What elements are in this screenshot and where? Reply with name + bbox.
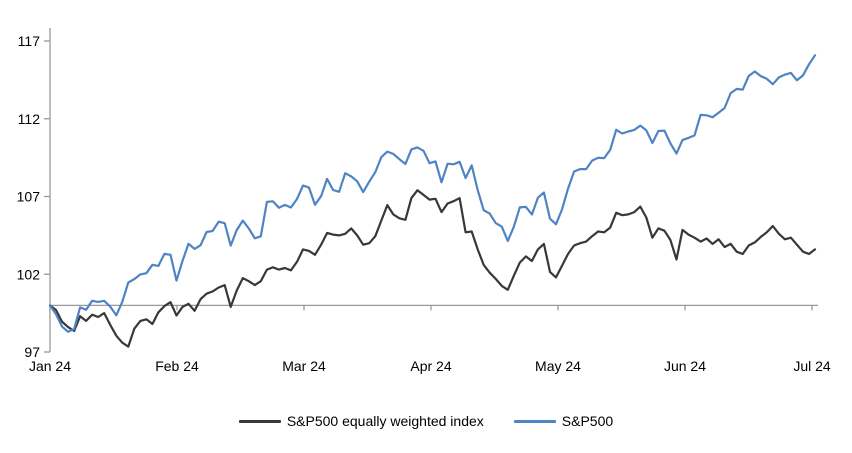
y-tick-label: 112: [18, 111, 41, 127]
legend: S&P500 equally weighted index S&P500: [0, 413, 852, 429]
equal-weight-series-line: [48, 189, 817, 348]
legend-label-equal-weight: S&P500 equally weighted index: [286, 413, 484, 429]
series-lines: [48, 54, 817, 348]
sp500-series-line: [48, 54, 817, 333]
x-tick-label: Jan 24: [29, 358, 71, 374]
sp500-line-swatch: [513, 419, 556, 423]
legend-item-equal-weight: S&P500 equally weighted index: [238, 413, 484, 429]
legend-label-sp500: S&P500: [561, 413, 614, 429]
y-tick-label: 102: [17, 266, 41, 282]
x-axis-baseline: Jan 24 Feb 24 Mar 24 Apr 24 May 24 Jun 24 Jul …: [29, 304, 831, 374]
y-axis: 97 102 107 112 117: [17, 28, 51, 360]
x-tick-label: Mar 24: [282, 358, 326, 374]
equal-weight-line-swatch: [238, 419, 281, 423]
y-tick-label: 107: [17, 189, 41, 205]
x-tick-label: May 24: [535, 358, 581, 374]
x-tick-label: Jul 24: [793, 358, 831, 374]
x-tick-label: Apr 24: [410, 358, 451, 374]
y-tick-label: 97: [24, 344, 40, 360]
x-tick-label: Jun 24: [664, 358, 706, 374]
x-tick-label: Feb 24: [155, 358, 199, 374]
y-tick-label: 117: [18, 33, 41, 49]
legend-item-sp500: S&P500: [513, 413, 614, 429]
